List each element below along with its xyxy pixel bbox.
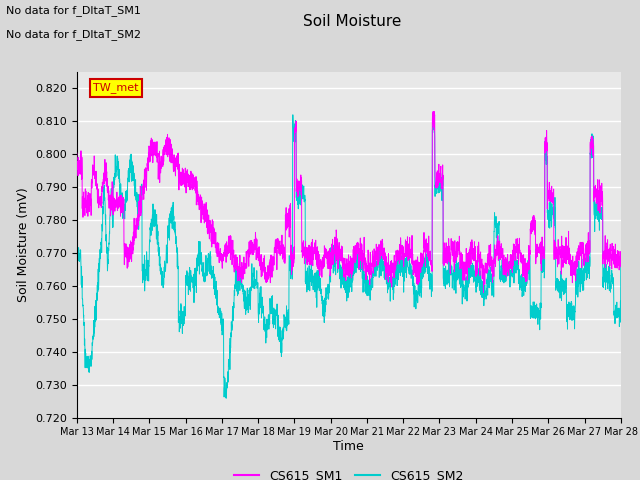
X-axis label: Time: Time [333, 440, 364, 453]
Text: No data for f_DltaT_SM1: No data for f_DltaT_SM1 [6, 5, 141, 16]
Text: Soil Moisture: Soil Moisture [303, 14, 401, 29]
Text: No data for f_DltaT_SM2: No data for f_DltaT_SM2 [6, 29, 141, 40]
Legend: CS615_SM1, CS615_SM2: CS615_SM1, CS615_SM2 [229, 464, 468, 480]
Y-axis label: Soil Moisture (mV): Soil Moisture (mV) [17, 187, 29, 302]
Text: TW_met: TW_met [93, 83, 139, 93]
